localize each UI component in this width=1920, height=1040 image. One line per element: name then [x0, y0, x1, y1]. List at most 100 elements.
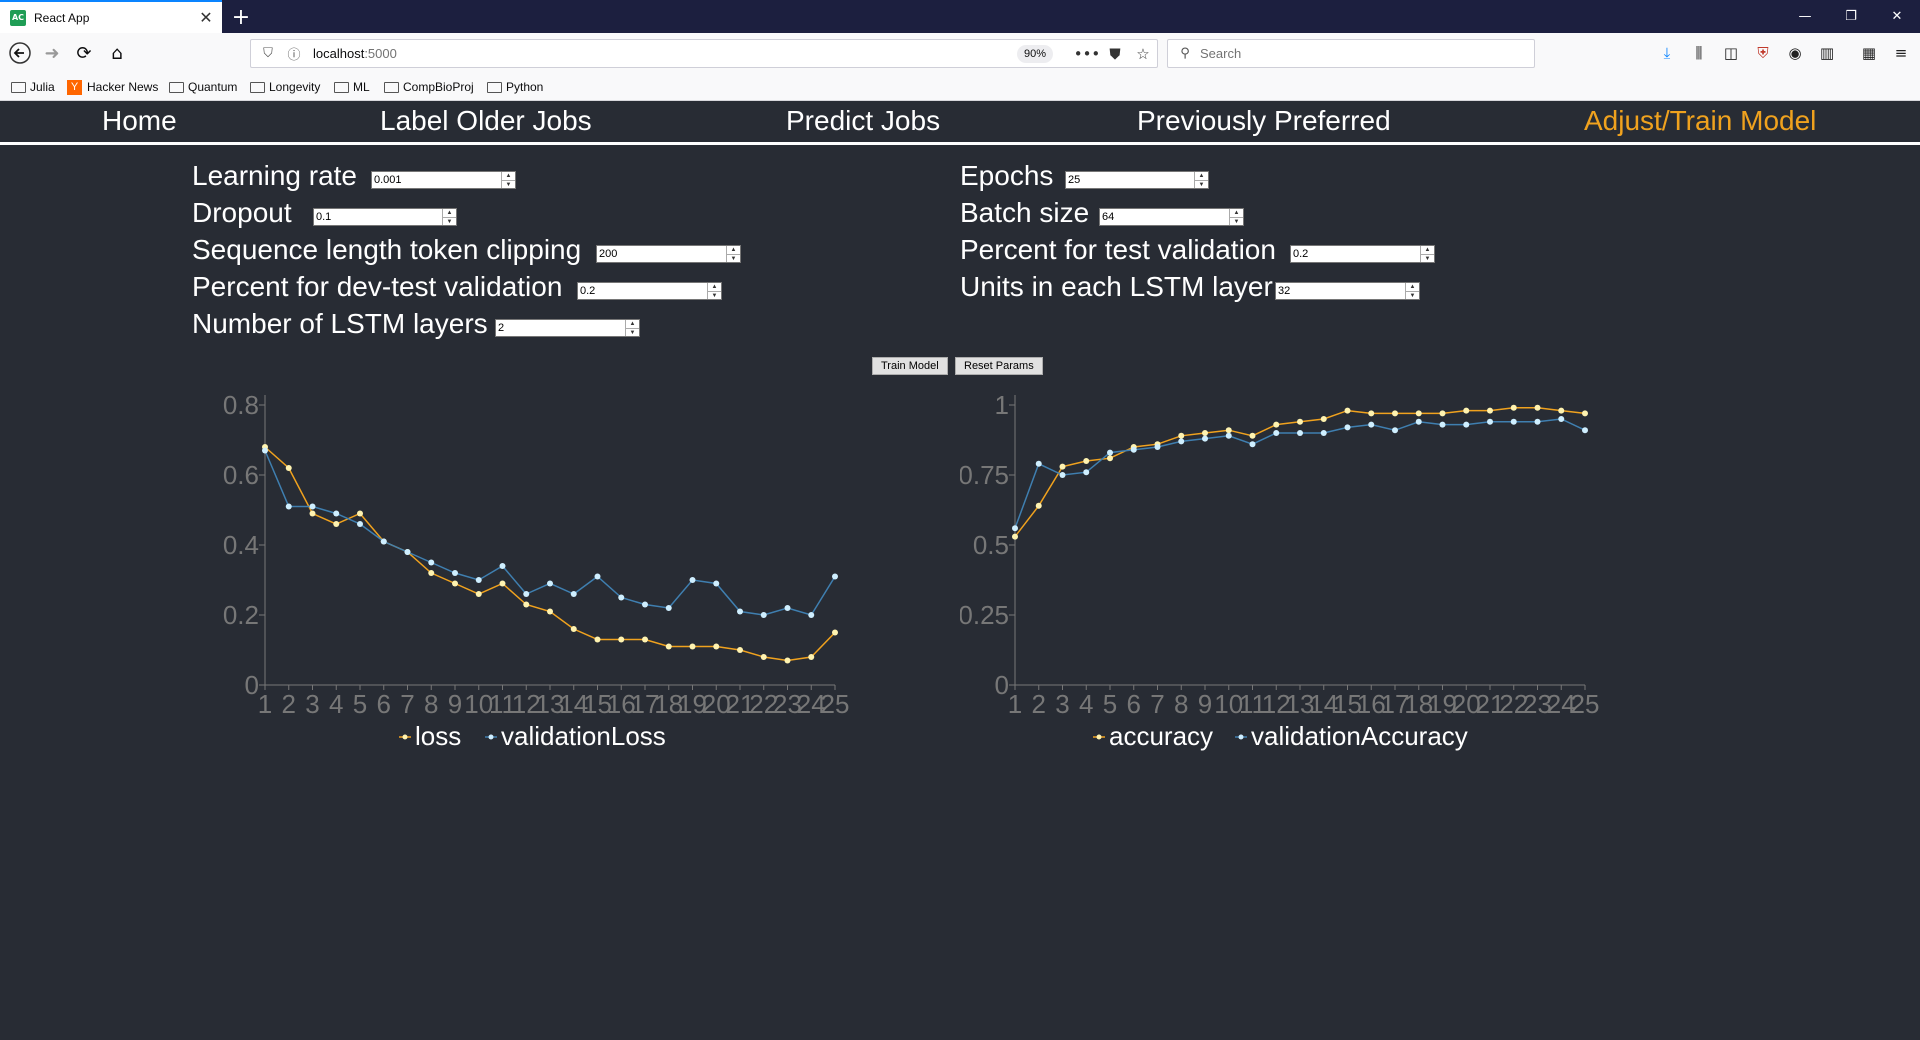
dropout-label: Dropout [192, 197, 292, 228]
close-tab-icon[interactable]: ✕ [199, 8, 213, 27]
loss-chart-x-tick-label: 20 [702, 689, 731, 719]
menu-icon[interactable]: ≡ [1894, 44, 1908, 62]
new-tab-plus-icon[interactable]: + [231, 4, 251, 30]
lstm-layers-input[interactable]: 2 ▲ ▼ [495, 319, 640, 337]
nav-predict-jobs[interactable]: Predict Jobs [786, 105, 941, 136]
epochs-input[interactable]: 25 ▲ ▼ [1065, 171, 1209, 189]
loss-chart-series-point-1 [452, 570, 458, 576]
sequence-clipping-input[interactable]: 200 ▲ ▼ [596, 245, 741, 263]
loss-chart-legend-marker-1 [488, 734, 494, 740]
restore-window-icon[interactable]: ❐ [1845, 9, 1857, 24]
loss-chart-series-point-0 [737, 647, 743, 653]
loss-chart-x-tick-label: 6 [377, 689, 391, 719]
bookmarks-bar: Julia Y Hacker News Quantum Longevity ML … [0, 73, 1920, 101]
accuracy-chart-x-tick-label: 12 [1262, 689, 1291, 719]
ublock-icon[interactable]: ⛨ [1757, 44, 1769, 62]
spinner-icon[interactable]: ▲ ▼ [707, 283, 721, 299]
spinner-icon[interactable]: ▲ ▼ [625, 320, 639, 336]
loss-chart-series-point-1 [428, 559, 435, 566]
url-bar[interactable]: ⛉ ⓘ localhost:5000 90% ••• ⛊ ☆ [250, 39, 1158, 68]
bookmark-julia[interactable]: Julia [11, 79, 55, 95]
page-actions-icon[interactable]: ••• [1073, 44, 1101, 63]
accuracy-chart-series-point-0 [1582, 410, 1588, 417]
test-validation-input[interactable]: 0.2 ▲ ▼ [1290, 245, 1435, 263]
bookmark-quantum[interactable]: Quantum [169, 79, 237, 95]
search-bar[interactable]: ⚲ Search [1167, 39, 1535, 68]
loss-chart-series-point-0 [428, 570, 435, 576]
accuracy-chart-series-point-0 [1273, 421, 1280, 428]
loss-chart-x-tick-label: 13 [536, 689, 565, 719]
minimize-window-icon[interactable]: — [1798, 9, 1812, 24]
accuracy-chart-series-point-0 [1202, 430, 1208, 436]
accuracy-chart-series-point-0 [1534, 404, 1541, 411]
loss-chart-series-point-0 [570, 626, 577, 632]
search-input[interactable]: Search [1200, 46, 1242, 61]
train-model-button[interactable]: Train Model [872, 357, 948, 375]
nav-adjust-train-model[interactable]: Adjust/Train Model [1584, 105, 1817, 136]
accuracy-chart-x-tick-label: 4 [1079, 689, 1093, 719]
loss-chart-x-tick-label: 16 [607, 689, 636, 719]
folder-icon [487, 81, 502, 93]
shield-icon[interactable]: ⛉ [263, 46, 273, 61]
loss-chart-series-point-0 [760, 654, 767, 660]
accuracy-chart-series-point-0 [1463, 407, 1470, 414]
loss-chart-legend: loss validationLoss [399, 721, 666, 751]
close-window-icon[interactable]: ✕ [1891, 9, 1903, 24]
bookmark-ml[interactable]: ML [334, 79, 370, 95]
nav-previously-preferred[interactable]: Previously Preferred [1137, 105, 1391, 136]
epochs-label: Epochs [960, 160, 1054, 191]
accuracy-chart-x-tick-label: 2 [1032, 689, 1046, 719]
loss-chart-x-tick-label: 12 [512, 689, 541, 719]
folder-icon [384, 81, 399, 93]
url-text[interactable]: localhost:5000 [313, 46, 397, 61]
loss-chart-x-tick-label: 19 [678, 689, 707, 719]
spinner-icon[interactable]: ▲ ▼ [1194, 172, 1208, 188]
reset-params-button[interactable]: Reset Params [955, 357, 1043, 375]
loss-chart: 00.20.40.60.81 2 3 4 5 6 7 8 9 101112131415161718… [223, 390, 850, 751]
spinner-icon[interactable]: ▲ ▼ [442, 209, 456, 225]
bookmark-star-icon[interactable]: ☆ [1136, 44, 1150, 63]
library-icon[interactable]: ⫼ [1695, 44, 1703, 62]
accuracy-chart-series-point-1 [1249, 441, 1256, 448]
extensions-icon[interactable]: ▦ [1861, 44, 1877, 62]
spinner-icon[interactable]: ▲ ▼ [1420, 246, 1434, 262]
loss-chart-series-point-1 [594, 573, 601, 580]
browser-tab[interactable]: AC React App ✕ [0, 0, 222, 33]
bookmark-compbioproj[interactable]: CompBioProj [384, 79, 474, 95]
accuracy-chart-x-tick-label: 21 [1476, 689, 1505, 719]
accuracy-chart-x-tick-label: 9 [1198, 689, 1212, 719]
spinner-icon[interactable]: ▲ ▼ [1405, 283, 1419, 299]
accuracy-chart-series-point-1 [1344, 424, 1351, 431]
loss-chart-series-point-1 [713, 580, 720, 587]
bookmark-python[interactable]: Python [487, 79, 543, 95]
reload-icon[interactable]: ⟳ [76, 42, 92, 64]
browser-toolbar: ➜ ⟳ ⌂ ⛉ ⓘ localhost:5000 90% ••• ⛊ ☆ ⚲ S… [0, 33, 1920, 73]
sidebar-icon[interactable]: ◫ [1723, 44, 1739, 62]
back-arrow-icon[interactable] [4, 37, 36, 69]
loss-chart-series-point-1 [689, 577, 696, 583]
spinner-icon[interactable]: ▲ ▼ [1229, 209, 1243, 225]
nav-home[interactable]: Home [102, 105, 177, 136]
lstm-units-input[interactable]: 32 ▲ ▼ [1275, 282, 1420, 300]
accuracy-chart-y-tick-label: 0.75 [960, 460, 1009, 490]
loss-chart-x-tick-label: 22 [749, 689, 778, 719]
spinner-icon[interactable]: ▲ ▼ [501, 172, 515, 188]
learning-rate-input[interactable]: 0.001 ▲ ▼ [371, 171, 516, 189]
batch-size-input[interactable]: 64 ▲ ▼ [1099, 208, 1244, 226]
account-icon[interactable]: ◉ [1788, 44, 1802, 62]
forward-arrow-icon[interactable]: ➜ [44, 42, 60, 64]
pocket-icon[interactable]: ⛊ [1109, 44, 1121, 63]
dropout-input[interactable]: 0.1 ▲ ▼ [313, 208, 457, 226]
loss-chart-series-point-1 [404, 549, 411, 555]
bookmark-hacker-news[interactable]: Y Hacker News [67, 79, 158, 95]
info-icon[interactable]: ⓘ [287, 48, 301, 63]
barcode-icon[interactable]: ▥ [1819, 44, 1835, 62]
home-icon[interactable]: ⌂ [111, 42, 123, 64]
dev-test-input[interactable]: 0.2 ▲ ▼ [577, 282, 722, 300]
nav-label-older-jobs[interactable]: Label Older Jobs [380, 105, 592, 136]
bookmark-longevity[interactable]: Longevity [250, 79, 320, 95]
loss-chart-x-tick-label: 15 [583, 689, 612, 719]
downloads-icon[interactable]: ⤓ [1663, 44, 1671, 62]
zoom-level[interactable]: 90% [1016, 44, 1053, 63]
spinner-icon[interactable]: ▲ ▼ [726, 246, 740, 262]
